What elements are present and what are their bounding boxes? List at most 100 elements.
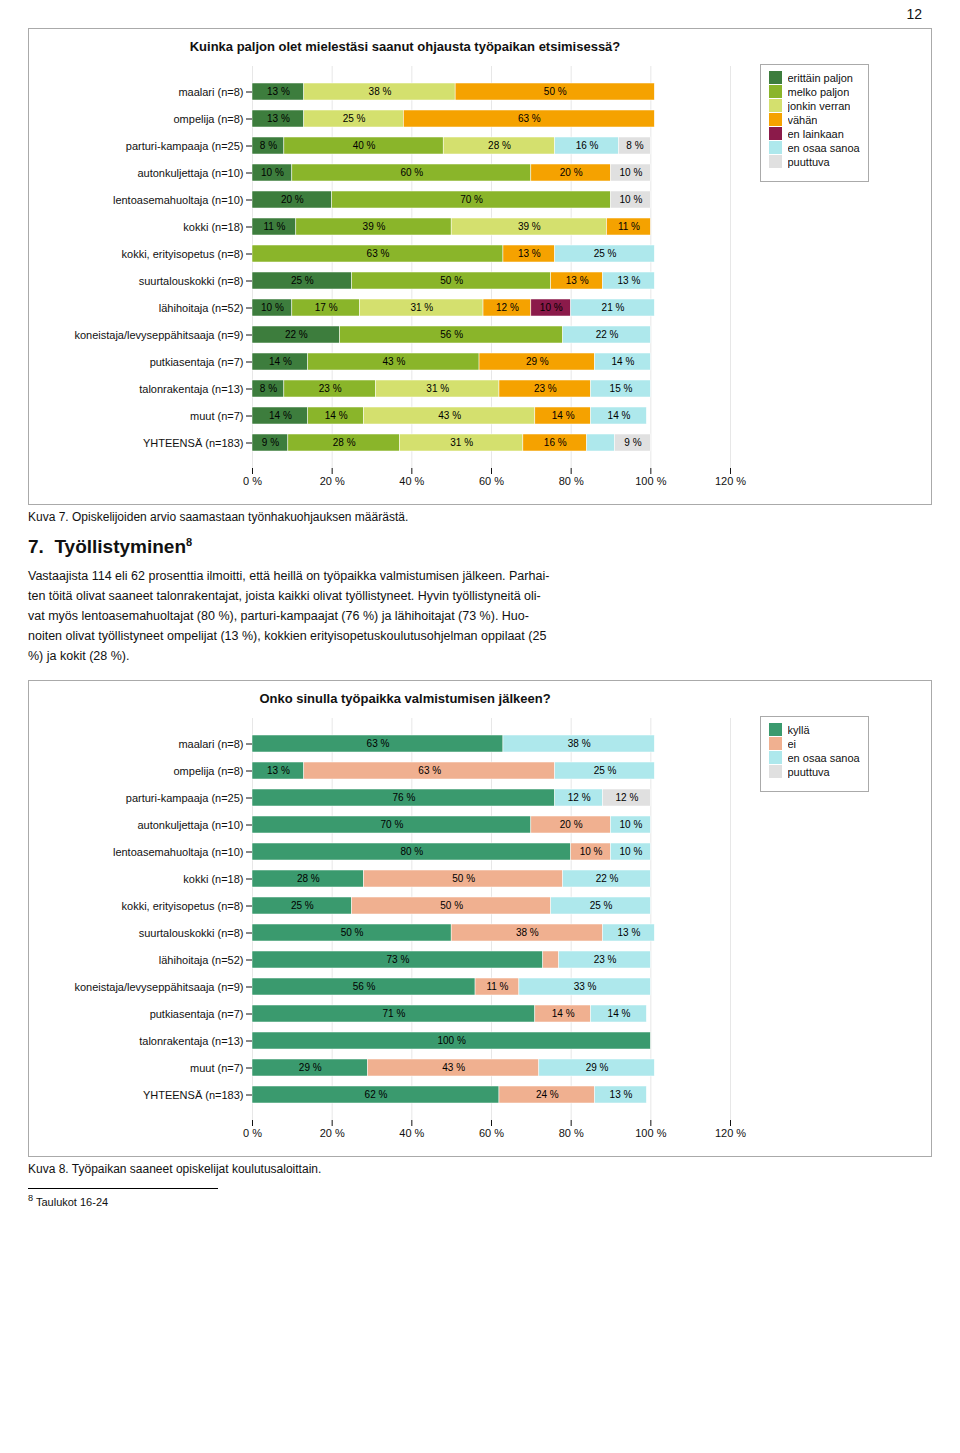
svg-text:28 %: 28 % [297, 874, 320, 885]
svg-text:17 %: 17 % [315, 302, 338, 313]
svg-text:suurtalouskokki (n=8): suurtalouskokki (n=8) [139, 275, 244, 287]
svg-text:14 %: 14 % [269, 356, 292, 367]
svg-text:14 %: 14 % [612, 356, 635, 367]
svg-text:25 %: 25 % [291, 901, 314, 912]
svg-text:28 %: 28 % [488, 140, 511, 151]
svg-text:25 %: 25 % [594, 766, 617, 777]
svg-text:lentoasemahuoltaja (n=10): lentoasemahuoltaja (n=10) [113, 846, 244, 858]
svg-text:13 %: 13 % [267, 86, 290, 97]
svg-text:73 %: 73 % [386, 955, 409, 966]
svg-text:23 %: 23 % [534, 383, 557, 394]
svg-text:13 %: 13 % [566, 275, 589, 286]
svg-text:25 %: 25 % [343, 113, 366, 124]
svg-text:63 %: 63 % [367, 739, 390, 750]
svg-text:autonkuljettaja (n=10): autonkuljettaja (n=10) [137, 167, 243, 179]
svg-text:autonkuljettaja (n=10): autonkuljettaja (n=10) [137, 819, 243, 831]
svg-text:ompelija (n=8): ompelija (n=8) [173, 113, 243, 125]
svg-text:putkiasentaja (n=7): putkiasentaja (n=7) [150, 356, 244, 368]
svg-text:9 %: 9 % [262, 437, 279, 448]
svg-text:63 %: 63 % [367, 248, 390, 259]
svg-text:29 %: 29 % [299, 1063, 322, 1074]
svg-text:28 %: 28 % [333, 437, 356, 448]
svg-text:15 %: 15 % [610, 383, 633, 394]
svg-text:20 %: 20 % [281, 194, 304, 205]
svg-text:71 %: 71 % [383, 1009, 406, 1020]
svg-text:62 %: 62 % [365, 1090, 388, 1101]
svg-text:80 %: 80 % [400, 847, 423, 858]
svg-text:lähihoitaja (n=52): lähihoitaja (n=52) [159, 302, 244, 314]
svg-text:11 %: 11 % [263, 221, 285, 232]
svg-text:38 %: 38 % [516, 928, 539, 939]
svg-text:maalari (n=8): maalari (n=8) [178, 86, 243, 98]
svg-text:12 %: 12 % [568, 793, 591, 804]
svg-text:50 %: 50 % [440, 901, 463, 912]
svg-text:21 %: 21 % [602, 302, 625, 313]
svg-text:16 %: 16 % [576, 140, 599, 151]
svg-text:39 %: 39 % [518, 221, 541, 232]
svg-text:40 %: 40 % [353, 140, 376, 151]
svg-text:suurtalouskokki (n=8): suurtalouskokki (n=8) [139, 927, 244, 939]
svg-text:100 %: 100 % [437, 1036, 465, 1047]
svg-text:koneistaja/levyseppähitsaaja (: koneistaja/levyseppähitsaaja (n=9) [74, 981, 243, 993]
svg-text:muut (n=7): muut (n=7) [190, 1062, 244, 1074]
svg-text:11 %: 11 % [618, 221, 640, 232]
svg-text:13 %: 13 % [618, 275, 641, 286]
svg-text:60 %: 60 % [479, 475, 504, 487]
svg-text:13 %: 13 % [618, 928, 641, 939]
svg-text:parturi-kampaaja (n=25): parturi-kampaaja (n=25) [126, 140, 244, 152]
svg-text:43 %: 43 % [438, 410, 461, 421]
svg-text:YHTEENSÄ (n=183): YHTEENSÄ (n=183) [143, 1089, 244, 1101]
svg-text:12 %: 12 % [496, 302, 519, 313]
svg-text:39 %: 39 % [363, 221, 386, 232]
svg-text:8 %: 8 % [260, 383, 277, 394]
svg-text:14 %: 14 % [269, 410, 292, 421]
svg-text:14 %: 14 % [325, 410, 348, 421]
svg-text:muut (n=7): muut (n=7) [190, 410, 244, 422]
svg-text:parturi-kampaaja (n=25): parturi-kampaaja (n=25) [126, 792, 244, 804]
svg-text:10 %: 10 % [620, 820, 643, 831]
svg-text:29 %: 29 % [526, 356, 549, 367]
svg-text:33 %: 33 % [574, 982, 597, 993]
svg-text:10 %: 10 % [620, 847, 643, 858]
svg-text:80 %: 80 % [559, 1128, 584, 1140]
svg-text:31 %: 31 % [410, 302, 433, 313]
svg-text:20 %: 20 % [320, 475, 345, 487]
svg-text:20 %: 20 % [560, 167, 583, 178]
svg-text:14 %: 14 % [552, 1009, 575, 1020]
svg-text:22 %: 22 % [285, 329, 308, 340]
svg-text:63 %: 63 % [518, 113, 541, 124]
svg-text:talonrakentaja (n=13): talonrakentaja (n=13) [139, 1035, 243, 1047]
svg-text:50 %: 50 % [452, 874, 475, 885]
svg-text:22 %: 22 % [596, 874, 619, 885]
svg-text:lentoasemahuoltaja (n=10): lentoasemahuoltaja (n=10) [113, 194, 244, 206]
svg-text:koneistaja/levyseppähitsaaja (: koneistaja/levyseppähitsaaja (n=9) [74, 329, 243, 341]
svg-text:60 %: 60 % [400, 167, 423, 178]
svg-text:0 %: 0 % [243, 475, 262, 487]
svg-text:70 %: 70 % [381, 820, 404, 831]
svg-text:kokki, erityisopetus (n=8): kokki, erityisopetus (n=8) [122, 248, 244, 260]
svg-text:kokki, erityisopetus (n=8): kokki, erityisopetus (n=8) [122, 900, 244, 912]
svg-text:0 %: 0 % [243, 1128, 262, 1140]
svg-text:11 %: 11 % [486, 982, 508, 993]
svg-text:putkiasentaja (n=7): putkiasentaja (n=7) [150, 1008, 244, 1020]
svg-text:lähihoitaja (n=52): lähihoitaja (n=52) [159, 954, 244, 966]
svg-text:10 %: 10 % [540, 302, 563, 313]
svg-text:20 %: 20 % [320, 1128, 345, 1140]
svg-text:14 %: 14 % [552, 410, 575, 421]
svg-text:14 %: 14 % [608, 1009, 631, 1020]
svg-text:38 %: 38 % [568, 739, 591, 750]
svg-text:120 %: 120 % [715, 475, 746, 487]
svg-text:YHTEENSÄ (n=183): YHTEENSÄ (n=183) [143, 437, 244, 449]
svg-text:kokki (n=18): kokki (n=18) [183, 221, 243, 233]
svg-text:13 %: 13 % [267, 113, 290, 124]
svg-text:40 %: 40 % [399, 1128, 424, 1140]
svg-text:10 %: 10 % [580, 847, 603, 858]
svg-text:40 %: 40 % [399, 475, 424, 487]
svg-text:14 %: 14 % [608, 410, 631, 421]
svg-text:100 %: 100 % [635, 475, 666, 487]
svg-text:16 %: 16 % [544, 437, 567, 448]
svg-text:50 %: 50 % [440, 275, 463, 286]
svg-text:60 %: 60 % [479, 1128, 504, 1140]
svg-text:63 %: 63 % [418, 766, 441, 777]
svg-text:56 %: 56 % [353, 982, 376, 993]
